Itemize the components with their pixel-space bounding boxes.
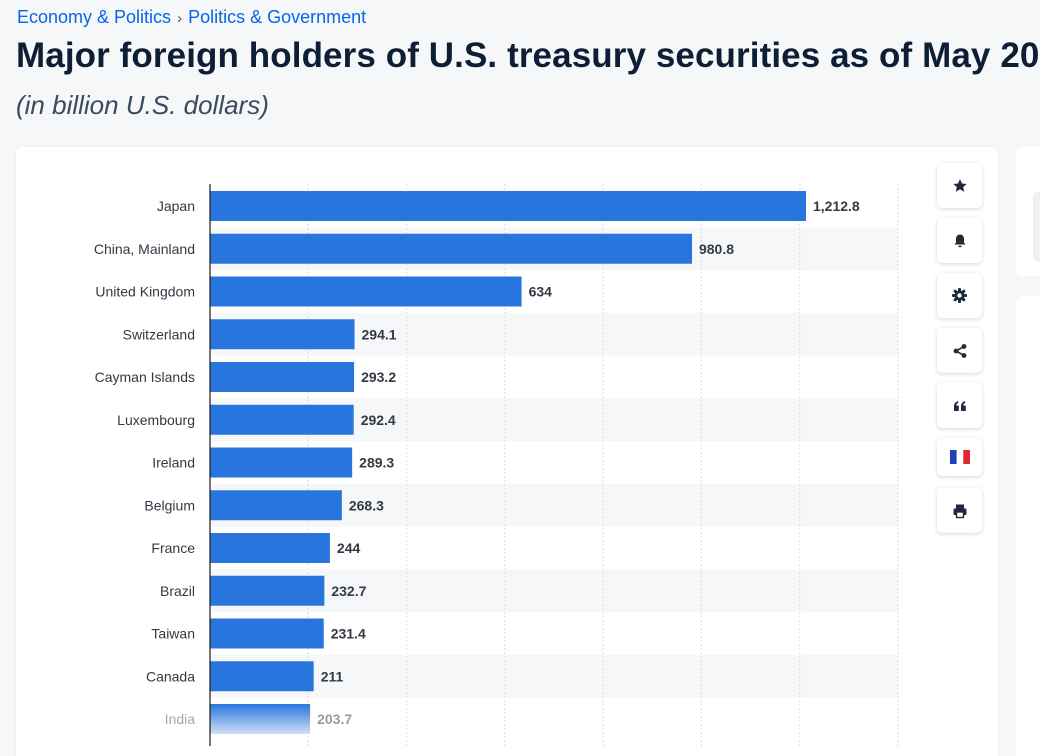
- favorite-button[interactable]: [937, 163, 982, 208]
- bar[interactable]: [210, 533, 330, 563]
- category-labels: Japan China, Mainland United Kingdom Switze…: [94, 198, 195, 727]
- category-label: Brazil: [160, 583, 195, 599]
- bar[interactable]: [210, 191, 807, 221]
- bar[interactable]: [210, 319, 355, 350]
- value-label: 268.3: [349, 497, 384, 513]
- cite-button[interactable]: [937, 383, 982, 428]
- bell-icon: [954, 234, 965, 247]
- quote-icon: [953, 400, 966, 411]
- value-label: 634: [529, 284, 553, 300]
- bar[interactable]: [210, 490, 342, 521]
- value-label: 293.2: [361, 369, 396, 385]
- star-icon: [952, 178, 967, 192]
- bars: [210, 191, 807, 734]
- gear-icon: [952, 288, 967, 303]
- value-label: 980.8: [699, 241, 734, 257]
- value-label: 244: [337, 540, 361, 556]
- bar[interactable]: [210, 704, 311, 734]
- share-button[interactable]: [937, 328, 982, 373]
- category-label: Ireland: [152, 455, 195, 471]
- category-label: Japan: [157, 198, 195, 214]
- category-label: France: [151, 540, 195, 556]
- category-label: Belgium: [144, 497, 195, 513]
- category-label: United Kingdom: [95, 284, 195, 300]
- print-icon: [953, 504, 966, 518]
- value-label: 231.4: [331, 626, 366, 642]
- value-labels: 1,212.8 980.8 634 294.1 293.2 292.4 289.3 268.3…: [317, 198, 860, 727]
- bar[interactable]: [210, 618, 324, 649]
- row-stripe: [210, 569, 898, 613]
- page-subtitle: (in billion U.S. dollars): [16, 90, 269, 120]
- value-label: 232.7: [331, 583, 366, 599]
- category-label: Luxembourg: [117, 412, 195, 428]
- side-panel-top: [1016, 147, 1040, 276]
- settings-button[interactable]: [937, 273, 982, 318]
- bar[interactable]: [210, 575, 325, 606]
- category-label: Taiwan: [151, 626, 195, 642]
- category-label: China, Mainland: [94, 241, 195, 257]
- bar[interactable]: [210, 362, 355, 392]
- value-label: 289.3: [359, 455, 394, 471]
- bar[interactable]: [210, 276, 522, 307]
- category-label: Cayman Islands: [95, 369, 195, 385]
- page-title: Major foreign holders of U.S. treasury s…: [16, 36, 1040, 75]
- breadcrumb-separator: ›: [177, 10, 183, 27]
- value-label: 1,212.8: [813, 198, 860, 214]
- side-panel-bottom: [1016, 296, 1040, 756]
- breadcrumb: Economy & Politics › Politics & Government: [17, 7, 366, 28]
- language-button[interactable]: [937, 438, 982, 476]
- bar[interactable]: [210, 661, 314, 692]
- print-button[interactable]: [937, 488, 982, 533]
- value-label: 211: [321, 668, 344, 684]
- bar[interactable]: [210, 233, 692, 264]
- breadcrumb-link-economy[interactable]: Economy & Politics: [17, 7, 172, 27]
- bar[interactable]: [210, 447, 353, 478]
- breadcrumb-link-politics[interactable]: Politics & Government: [188, 7, 367, 27]
- category-label: Switzerland: [123, 326, 195, 342]
- row-stripe: [210, 654, 898, 698]
- flag-fr-icon: [949, 450, 970, 464]
- side-panel-tab[interactable]: [1033, 192, 1040, 262]
- notification-button[interactable]: [937, 218, 982, 263]
- bar[interactable]: [210, 404, 354, 435]
- share-icon: [953, 343, 966, 358]
- category-label: Canada: [146, 668, 195, 684]
- category-label: India: [165, 711, 196, 727]
- value-label: 294.1: [362, 326, 397, 342]
- value-label: 203.7: [317, 711, 352, 727]
- value-label: 292.4: [361, 412, 396, 428]
